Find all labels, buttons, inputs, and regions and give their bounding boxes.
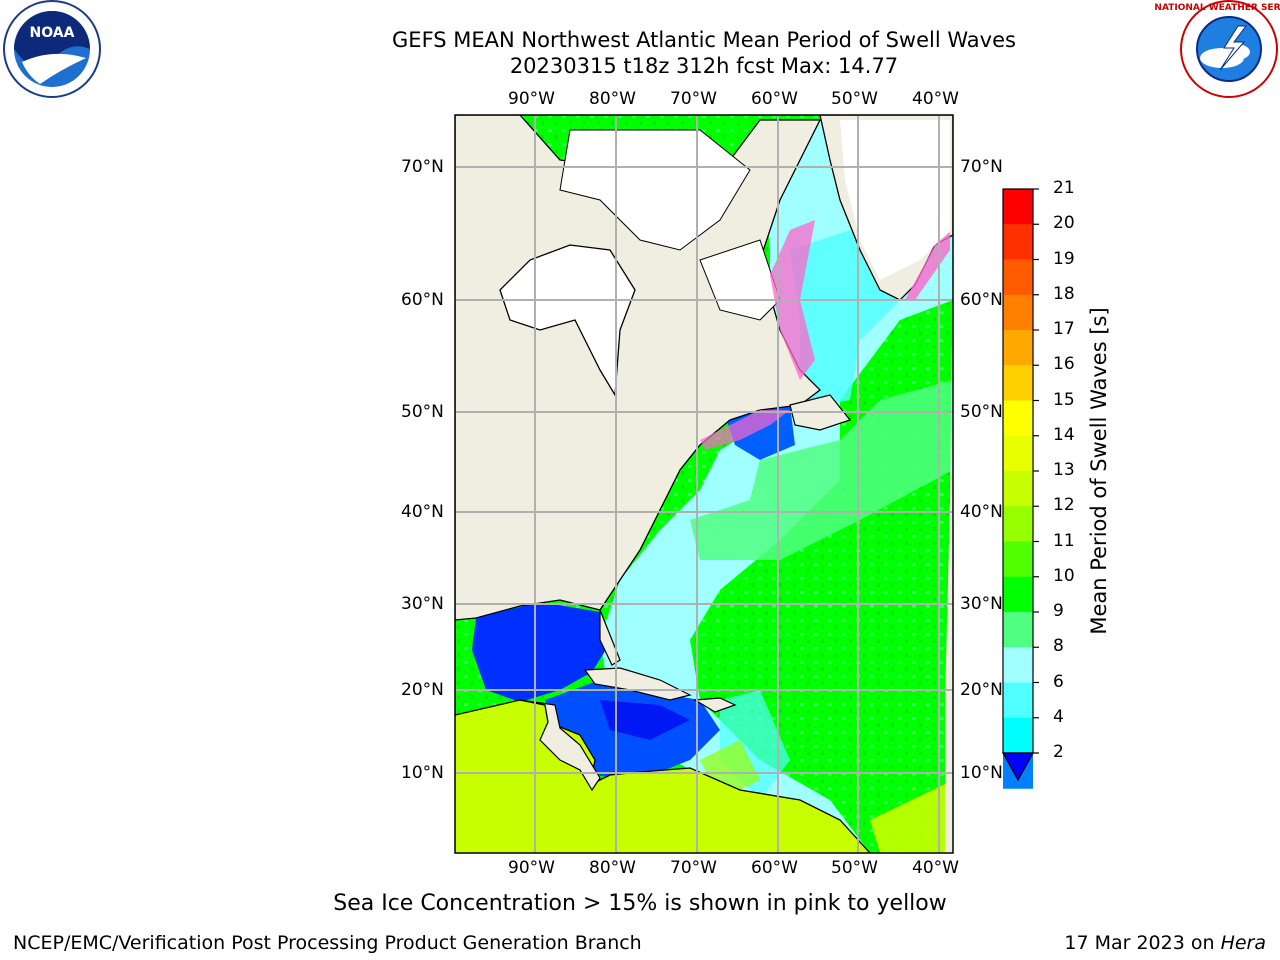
colorbar-frame xyxy=(1002,188,1034,754)
colorbar-segment xyxy=(1003,612,1033,648)
colorbar-segment xyxy=(1003,400,1033,437)
arctic-ice xyxy=(559,129,751,251)
lat-tick-left: 70°N xyxy=(401,157,444,177)
colorbar-tick-label: 17 xyxy=(1053,319,1075,339)
colorbar-segment xyxy=(1003,506,1033,542)
colorbar-segment xyxy=(1003,294,1033,331)
lon-tick-top: 70°W xyxy=(670,89,717,109)
colorbar-tick-label: 18 xyxy=(1053,283,1075,304)
colorbar-tick-label: 9 xyxy=(1053,601,1064,621)
lon-tick-bottom: 60°W xyxy=(751,858,798,878)
colorbar-segment xyxy=(1003,541,1033,578)
lat-tick-right: 10°N xyxy=(960,763,1003,783)
colorbar-tick-label: 16 xyxy=(1053,354,1075,375)
greenland-ice xyxy=(840,120,950,280)
chart-title: GEFS MEAN Northwest Atlantic Mean Period… xyxy=(392,28,1016,52)
colorbar-tick-label: 8 xyxy=(1053,636,1064,657)
colorbar-label: Mean Period of Swell Waves [s] xyxy=(1087,307,1111,634)
central-america-land xyxy=(519,699,601,792)
lat-tick-left: 60°N xyxy=(401,290,444,310)
lon-tick-top: 50°W xyxy=(831,89,878,109)
date-stamp-host: Hera xyxy=(1220,932,1266,954)
colorbar xyxy=(1003,188,1039,789)
swell-band-9s xyxy=(690,380,953,560)
colorbar-tick-label: 15 xyxy=(1053,389,1075,410)
lat-tick-right: 40°N xyxy=(960,502,1003,522)
lon-tick-bottom: 70°W xyxy=(670,858,717,878)
map-frame xyxy=(454,114,954,854)
sea-ice-note: Sea Ice Concentration > 15% is shown in … xyxy=(333,891,947,916)
lon-tick-bottom: 80°W xyxy=(589,858,636,878)
lat-tick-left: 40°N xyxy=(401,502,444,522)
map-area xyxy=(455,115,953,853)
colorbar-segment xyxy=(1003,647,1033,683)
lat-tick-right: 50°N xyxy=(960,402,1003,422)
lat-tick-right: 60°N xyxy=(960,290,1003,310)
colorbar-segment xyxy=(1003,435,1033,472)
colorbar-segment xyxy=(1003,189,1033,225)
cuba-land xyxy=(583,667,692,701)
date-stamp-date: 17 Mar 2023 on xyxy=(1064,932,1221,954)
colorbar-tick-label: 12 xyxy=(1053,495,1075,516)
lat-tick-right: 70°N xyxy=(960,157,1003,177)
colorbar-tick-label: 4 xyxy=(1053,706,1064,727)
lon-tick-bottom: 50°W xyxy=(831,858,878,878)
lon-tick-bottom: 90°W xyxy=(508,858,555,878)
colorbar-tick-label: 2 xyxy=(1053,742,1064,762)
colorbar-segment xyxy=(1003,365,1033,401)
lon-tick-top: 40°W xyxy=(912,89,959,109)
colorbar-segment xyxy=(1003,682,1033,719)
chart-subtitle: 20230315 t18z 312h fcst Max: 14.77 xyxy=(509,54,899,78)
gulf-of-mexico-field xyxy=(472,602,612,702)
lat-tick-left: 50°N xyxy=(401,402,444,422)
lat-tick-right: 30°N xyxy=(960,594,1003,614)
lon-tick-bottom: 40°W xyxy=(912,858,959,878)
colorbar-segment xyxy=(1003,471,1033,507)
nws-logo: NATIONAL WEATHER SERVICE xyxy=(1154,0,1280,98)
colorbar-tick-label: 6 xyxy=(1053,671,1064,692)
lon-tick-top: 90°W xyxy=(508,89,555,109)
colorbar-segment xyxy=(1003,330,1033,366)
lon-tick-top: 80°W xyxy=(589,89,636,109)
nws-logo-text: NATIONAL WEATHER SERVICE xyxy=(1154,3,1280,13)
noaa-logo-text: NOAA xyxy=(30,25,75,41)
colorbar-tick-label: 20 xyxy=(1053,213,1075,234)
credit-line: NCEP/EMC/Verification Post Processing Pr… xyxy=(13,932,642,954)
date-stamp: 17 Mar 2023 on Hera xyxy=(1064,932,1266,954)
lon-tick-top: 60°W xyxy=(751,89,798,109)
colorbar-segment xyxy=(1003,576,1033,613)
graticule xyxy=(455,115,953,853)
colorbar-tick-label: 21 xyxy=(1053,178,1075,198)
lat-tick-left: 10°N xyxy=(401,763,444,783)
colorbar-segment xyxy=(1003,224,1033,260)
lat-tick-left: 20°N xyxy=(401,680,444,700)
colorbar-segment xyxy=(1003,717,1033,754)
noaa-logo: NOAA xyxy=(3,0,101,98)
colorbar-tick-label: 11 xyxy=(1053,530,1075,551)
colorbar-tick-label: 14 xyxy=(1053,424,1075,445)
lat-tick-left: 30°N xyxy=(401,594,444,614)
colorbar-tick-label: 19 xyxy=(1053,248,1075,269)
lat-tick-right: 20°N xyxy=(960,680,1003,700)
colorbar-tick-label: 13 xyxy=(1053,460,1075,480)
colorbar-segment xyxy=(1003,259,1033,296)
colorbar-tick-label: 10 xyxy=(1053,565,1075,586)
